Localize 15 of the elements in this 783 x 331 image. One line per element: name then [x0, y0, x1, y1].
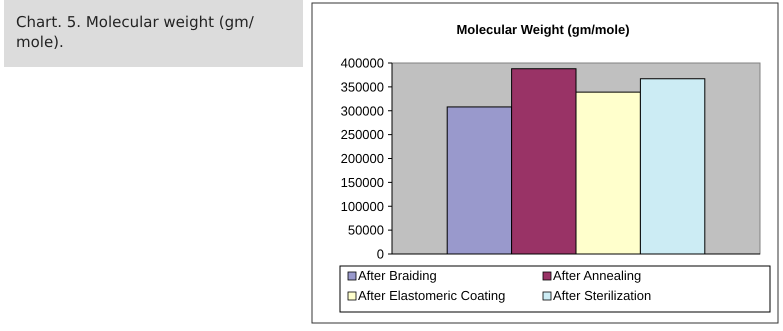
y-tick-label: 300000: [340, 103, 384, 118]
y-tick-label: 250000: [340, 127, 384, 142]
text: Chart. 5. Molecular weight (gm/ mole).: [16, 13, 255, 51]
y-tick-label: 150000: [340, 174, 384, 190]
chart-title: Molecular Weight (gm/mole): [456, 22, 630, 37]
legend-label: After Sterilization: [553, 288, 652, 303]
legend-label: After Braiding: [358, 268, 437, 283]
legend-label: After Elastomeric Coating: [358, 288, 506, 303]
y-tick-label: 200000: [340, 151, 384, 166]
y-tick-label: 400000: [340, 56, 384, 71]
y-tick-label: 0: [376, 246, 384, 262]
y-tick-label: 50000: [348, 222, 384, 238]
legend-label: After Annealing: [553, 268, 642, 283]
y-tick-label: 100000: [340, 198, 384, 214]
y-tick-label: 350000: [340, 79, 384, 94]
